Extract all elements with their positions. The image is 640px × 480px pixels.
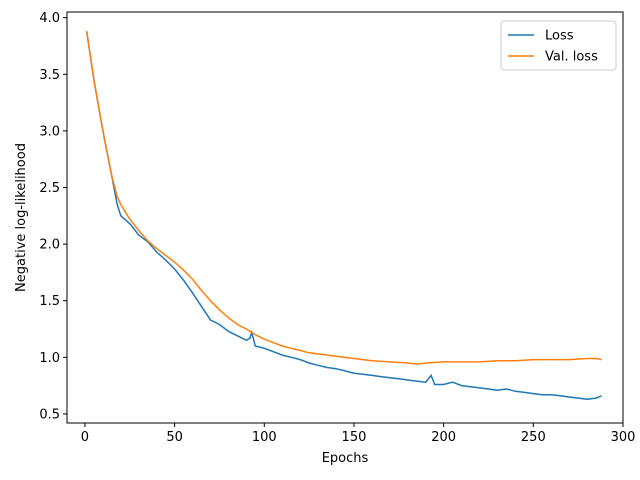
series-line-2 bbox=[85, 31, 602, 365]
x-tick-label: 50 bbox=[166, 430, 183, 445]
y-tick-label: 2.5 bbox=[39, 181, 60, 196]
legend: Loss Val. loss bbox=[500, 20, 617, 71]
y-tick-label: 1.0 bbox=[39, 351, 60, 366]
legend-entry-2: Val. loss bbox=[545, 50, 598, 65]
x-tick-label: 300 bbox=[611, 430, 636, 445]
series-lines bbox=[85, 31, 602, 400]
x-axis-label: Epochs bbox=[322, 451, 369, 466]
axes-frame bbox=[66, 11, 624, 424]
y-tick-label: 3.5 bbox=[39, 68, 60, 83]
y-tick-label: 2.0 bbox=[39, 238, 60, 253]
y-tick-label: 0.5 bbox=[39, 407, 60, 422]
y-axis-label: Negative log-likelihood bbox=[14, 143, 29, 292]
x-tick-label: 0 bbox=[81, 430, 89, 445]
x-tick-label: 100 bbox=[252, 430, 277, 445]
y-tick-label: 1.5 bbox=[39, 294, 60, 309]
legend-entry-1: Loss bbox=[545, 29, 574, 44]
ticks: 0 50 100 150 200 250 300 0.5 1.0 1.5 2.0 2.5 3.0 3.5 4… bbox=[39, 11, 635, 445]
x-tick-label: 150 bbox=[342, 430, 367, 445]
legend-box bbox=[500, 20, 617, 71]
series-line-1 bbox=[85, 31, 602, 400]
y-tick-label: 4.0 bbox=[39, 11, 60, 26]
x-tick-label: 200 bbox=[431, 430, 456, 445]
y-tick-label: 3.0 bbox=[39, 124, 60, 139]
x-tick-label: 250 bbox=[521, 430, 546, 445]
